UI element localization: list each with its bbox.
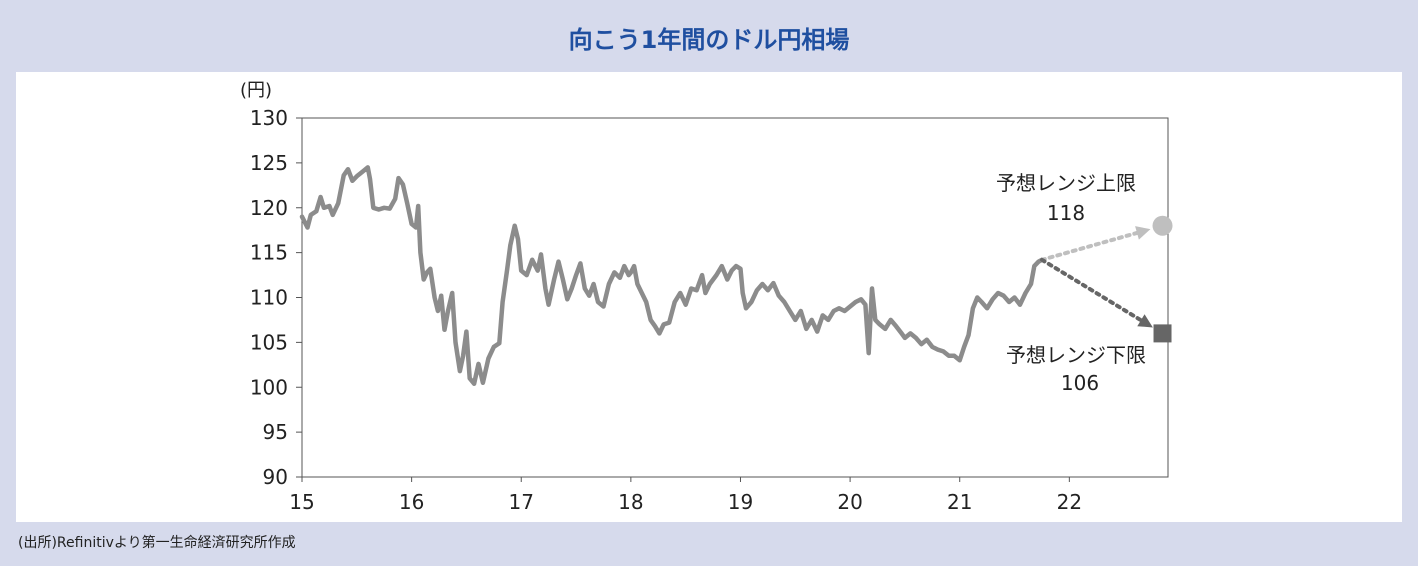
forecast-lower-marker	[1153, 324, 1172, 343]
upper-range-label: 予想レンジ上限	[996, 171, 1136, 195]
forecast-upper-arrow	[1039, 230, 1139, 262]
x-tick-label: 17	[509, 490, 534, 514]
source-note: (出所)Refinitivより第一生命経済研究所作成	[18, 535, 296, 551]
x-tick-label: 15	[289, 490, 314, 514]
x-tick-label: 22	[1057, 490, 1082, 514]
forecast-upper-arrowhead	[1135, 226, 1151, 240]
forecast-upper-marker	[1152, 215, 1173, 236]
x-tick-label: 20	[837, 490, 862, 514]
y-unit-label: (円)	[240, 80, 272, 101]
y-tick-label: 125	[250, 151, 288, 175]
y-tick-label: 90	[263, 465, 288, 489]
lower-range-value: 106	[1061, 371, 1099, 395]
chart-panel: 130 125 120 115 110 105 100 95 90 15 16 17 18 19 20 21 2…	[16, 72, 1402, 522]
y-tick-label: 130	[250, 106, 288, 130]
y-tick-label: 115	[250, 241, 288, 265]
x-tick-label: 21	[947, 490, 972, 514]
y-tick-label: 120	[250, 196, 288, 220]
x-tick-label: 18	[618, 490, 643, 514]
forecast-lower-arrow	[1039, 257, 1143, 323]
x-tick-label: 16	[399, 490, 424, 514]
usd-jpy-series-line	[299, 165, 1045, 386]
forecast-lower-arrowhead	[1137, 314, 1153, 328]
upper-range-value: 118	[1047, 201, 1085, 225]
y-tick-label: 105	[250, 330, 288, 354]
y-tick-label: 100	[250, 375, 288, 399]
lower-range-label: 予想レンジ下限	[1006, 343, 1146, 367]
x-tick-label: 19	[728, 490, 753, 514]
y-tick-label: 110	[250, 286, 288, 310]
page-title: 向こう1年間のドル円相場	[568, 26, 850, 54]
y-tick-label: 95	[263, 420, 288, 444]
